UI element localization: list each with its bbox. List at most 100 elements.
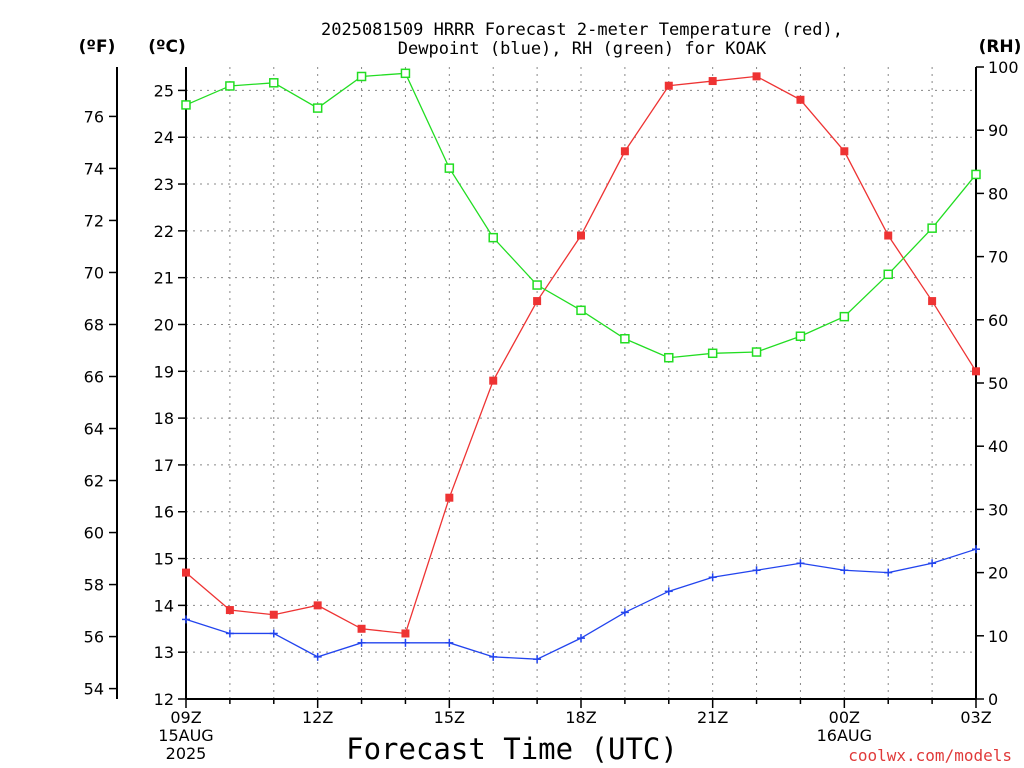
year-label: 2025 (166, 744, 207, 763)
dewpoint-point (884, 568, 893, 577)
celsius-tick-label: 17 (154, 456, 174, 475)
dewpoint-point (620, 608, 629, 617)
dewpoint-point (840, 566, 849, 575)
fahrenheit-unit-label: (ºF) (79, 37, 116, 57)
dewpoint-point (269, 629, 278, 638)
rh-point (488, 232, 498, 243)
temperature-point (708, 77, 717, 86)
dewpoint-point (313, 652, 322, 661)
rh-tick-label: 100 (988, 58, 1019, 77)
celsius-tick-label: 12 (154, 690, 174, 709)
fahrenheit-tick-label: 68 (84, 315, 104, 334)
celsius-tick-label: 22 (154, 222, 174, 241)
rh-point (181, 100, 191, 110)
tick-labels: 12 13 14 15 16 17 18 19 20 21 22 23 24 25 54 56 58 60 62 64… (84, 58, 1019, 763)
fahrenheit-tick-label: 56 (84, 628, 104, 647)
time-tick-label: 03Z (960, 708, 991, 727)
celsius-tick-label: 16 (154, 503, 174, 522)
rh-unit-label: (RH) (979, 37, 1022, 57)
temperature-point (752, 72, 761, 81)
dewpoint-point (752, 566, 761, 575)
temperature-point (313, 601, 322, 610)
axes (109, 66, 984, 708)
date-label: 16AUG (817, 726, 872, 745)
dewpoint-point (182, 615, 190, 624)
dewpoint-point (708, 573, 717, 582)
rh-tick-label: 80 (988, 184, 1008, 203)
celsius-tick-label: 21 (154, 269, 174, 288)
credit-text: coolwx.com/models (848, 746, 1012, 765)
fahrenheit-tick-label: 66 (84, 367, 104, 386)
rh-tick-label: 70 (988, 248, 1008, 267)
temperature-point (972, 367, 980, 376)
celsius-tick-label: 25 (154, 81, 174, 100)
grid-lines (186, 67, 976, 699)
rh-point (269, 78, 279, 88)
rh-point (839, 311, 850, 322)
temperature-point (225, 606, 234, 615)
dewpoint-point (401, 638, 410, 647)
temperature-point (357, 624, 366, 633)
fahrenheit-tick-label: 74 (84, 159, 104, 178)
fahrenheit-tick-label: 62 (84, 472, 104, 491)
celsius-tick-label: 23 (154, 175, 174, 194)
rh-tick-label: 40 (988, 437, 1008, 456)
fahrenheit-tick-label: 64 (84, 420, 104, 439)
dewpoint-point (577, 634, 585, 643)
temperature-point (533, 297, 542, 306)
time-tick-label: 00Z (829, 708, 860, 727)
time-tick-label: 12Z (302, 708, 333, 727)
rh-point (444, 163, 455, 173)
dewpoint-point (489, 652, 498, 661)
temperature-point (664, 81, 673, 90)
rh-point (927, 223, 937, 233)
celsius-tick-label: 19 (154, 362, 174, 381)
dewpoint-point (796, 559, 805, 568)
time-tick-label: 15Z (434, 708, 465, 727)
celsius-tick-label: 20 (154, 315, 174, 334)
temperature-point (884, 231, 893, 240)
chart-title-line2: Dewpoint (blue), RH (green) for KOAK (398, 39, 767, 59)
rh-point (751, 347, 762, 357)
fahrenheit-tick-label: 72 (84, 211, 104, 230)
rh-point (532, 280, 542, 290)
rh-tick-label: 30 (988, 500, 1008, 519)
celsius-unit-label: (ºC) (148, 37, 186, 57)
rh-point (883, 269, 893, 280)
dewpoint-point (972, 545, 980, 554)
celsius-tick-label: 15 (154, 550, 174, 569)
rh-tick-label: 20 (988, 564, 1008, 583)
x-axis-label: Forecast Time (UTC) (346, 732, 678, 766)
celsius-tick-label: 13 (154, 643, 174, 662)
rh-point (400, 68, 411, 79)
rh-point (664, 352, 674, 363)
rh-point (620, 334, 630, 344)
rh-point (576, 305, 586, 316)
temperature-point (840, 147, 849, 156)
rh-point (312, 103, 323, 113)
dewpoint-point (533, 655, 542, 664)
temperature-point (269, 610, 278, 619)
temperature-point (445, 493, 454, 502)
temperature-point (796, 95, 805, 104)
rh-tick-label: 60 (988, 311, 1008, 330)
temperature-point (928, 297, 937, 306)
fahrenheit-tick-label: 54 (84, 680, 104, 699)
temperature-point (577, 231, 585, 240)
rh-point (225, 81, 235, 91)
chart-title-line1: 2025081509 HRRR Forecast 2-meter Tempera… (321, 20, 843, 40)
rh-point (795, 331, 806, 341)
dewpoint-point (225, 629, 234, 638)
temperature-point (182, 568, 190, 577)
fahrenheit-tick-label: 60 (84, 524, 104, 543)
celsius-tick-label: 24 (154, 128, 174, 147)
dewpoint-point (928, 559, 937, 568)
celsius-tick-label: 18 (154, 409, 174, 428)
fahrenheit-tick-label: 70 (84, 263, 104, 282)
time-tick-label: 09Z (170, 708, 201, 727)
temperature-point (489, 376, 498, 385)
dewpoint-point (445, 638, 454, 647)
rh-tick-label: 10 (988, 627, 1008, 646)
rh-point (971, 169, 981, 180)
dewpoint-point (357, 638, 366, 647)
